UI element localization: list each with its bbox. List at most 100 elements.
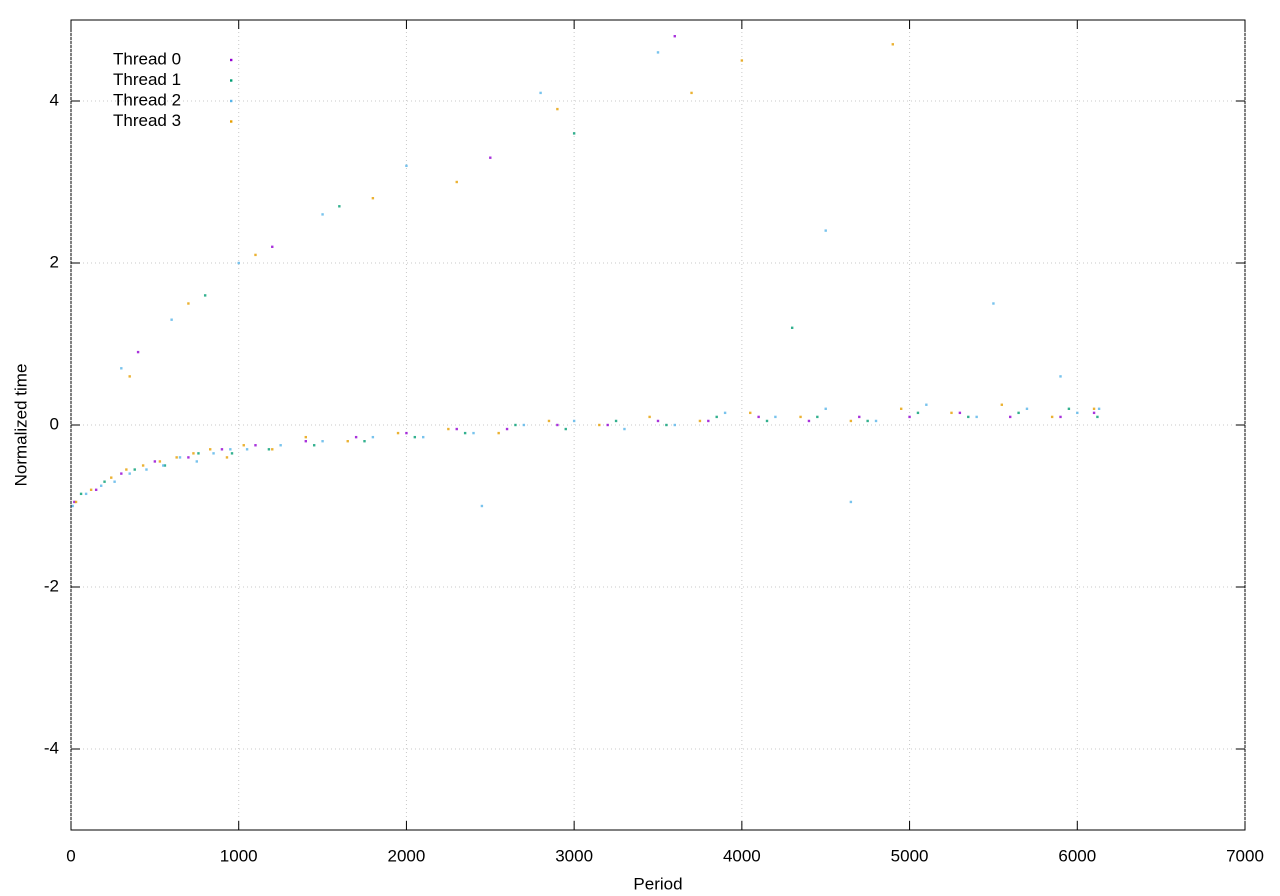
data-point — [237, 261, 240, 265]
legend-marker — [230, 120, 233, 123]
data-point — [354, 435, 358, 439]
data-point — [212, 452, 215, 455]
data-point — [564, 427, 567, 431]
legend-marker — [230, 99, 233, 103]
data-point — [606, 423, 609, 427]
data-point — [707, 419, 710, 423]
data-point — [405, 164, 408, 167]
data-point — [120, 472, 123, 475]
data-point — [209, 448, 212, 451]
data-point — [99, 484, 103, 487]
data-point — [539, 91, 542, 95]
y-tick-label: 4 — [50, 90, 59, 109]
data-point — [338, 205, 341, 208]
data-point — [849, 419, 853, 423]
data-point — [740, 59, 744, 62]
legend-marker — [230, 79, 233, 82]
data-point — [371, 435, 375, 439]
data-point — [1025, 407, 1029, 410]
data-point — [110, 476, 113, 479]
x-tick-label: 0 — [66, 846, 75, 865]
data-point — [141, 464, 145, 467]
data-point — [824, 407, 827, 410]
data-point — [230, 452, 234, 455]
data-point — [187, 302, 190, 305]
data-point — [103, 480, 106, 483]
data-point — [79, 492, 83, 496]
data-point — [113, 480, 116, 483]
data-point — [1067, 407, 1071, 410]
data-point — [807, 419, 811, 423]
x-tick-label: 6000 — [1058, 846, 1096, 865]
data-point — [245, 448, 249, 451]
x-tick-label: 2000 — [388, 846, 426, 865]
x-tick-label: 3000 — [555, 846, 593, 865]
data-point — [133, 468, 136, 471]
data-point — [799, 415, 802, 419]
data-point — [891, 43, 894, 46]
data-point — [84, 492, 88, 496]
data-point — [1017, 411, 1020, 415]
data-point — [472, 431, 475, 435]
data-point — [197, 452, 200, 455]
data-point — [824, 229, 827, 232]
data-point — [656, 51, 660, 54]
data-point — [480, 504, 484, 508]
data-point — [673, 423, 676, 427]
data-point — [992, 302, 995, 305]
data-point — [958, 411, 962, 415]
data-point — [1092, 411, 1096, 415]
data-point — [254, 444, 257, 447]
data-point — [1059, 415, 1062, 419]
data-point — [225, 456, 229, 459]
data-point — [220, 448, 224, 451]
data-point — [125, 468, 128, 471]
data-point — [158, 460, 162, 463]
data-point — [178, 456, 182, 459]
y-tick-label: 0 — [50, 414, 59, 433]
data-point — [1097, 407, 1101, 410]
data-point — [153, 460, 157, 463]
data-point — [497, 431, 500, 435]
data-point — [514, 423, 517, 427]
x-tick-label: 4000 — [723, 846, 761, 865]
data-point — [145, 468, 148, 471]
data-point — [673, 35, 676, 38]
data-point — [1096, 415, 1099, 419]
data-point — [405, 431, 408, 435]
data-point — [874, 419, 878, 423]
data-point — [975, 415, 978, 419]
data-point — [950, 411, 953, 415]
legend-label: Thread 1 — [113, 70, 181, 89]
data-point — [916, 411, 920, 415]
data-point — [447, 427, 450, 431]
data-point — [279, 444, 282, 447]
data-point — [623, 427, 626, 431]
data-point — [363, 440, 366, 443]
data-point — [572, 419, 576, 423]
data-point — [505, 427, 509, 431]
data-point — [648, 415, 651, 419]
data-point — [723, 411, 727, 415]
data-point — [556, 423, 559, 427]
data-point — [749, 411, 752, 415]
data-point — [1059, 375, 1062, 378]
data-point — [271, 448, 274, 451]
data-point — [192, 452, 195, 455]
data-point — [790, 326, 794, 329]
y-tick-label: -2 — [44, 576, 59, 595]
data-point — [715, 415, 718, 419]
data-point — [690, 91, 693, 95]
x-tick-label: 1000 — [220, 846, 258, 865]
data-point — [371, 197, 375, 200]
data-point — [656, 419, 660, 423]
legend-marker — [230, 58, 233, 62]
data-point — [866, 419, 869, 423]
data-point — [1009, 415, 1012, 419]
data-point — [522, 423, 526, 427]
data-point — [312, 444, 316, 447]
data-point — [254, 253, 257, 257]
data-point — [321, 440, 324, 443]
data-point — [463, 431, 467, 435]
